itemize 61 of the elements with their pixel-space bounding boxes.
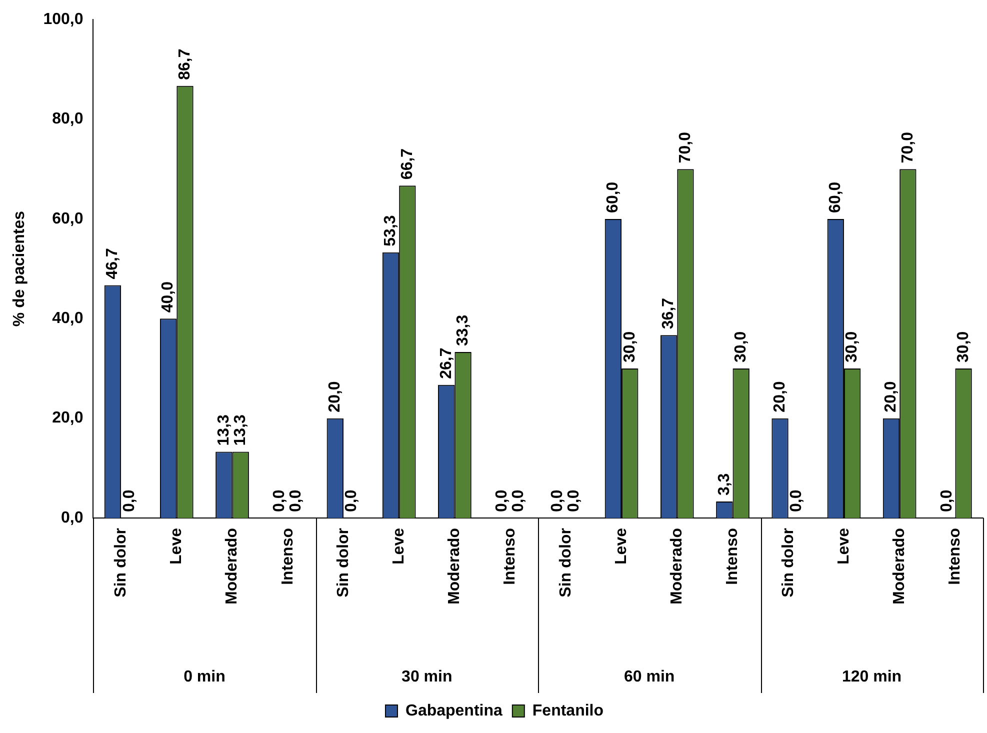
data-label: 26,7 [438, 348, 455, 379]
data-label: 70,0 [676, 132, 694, 164]
x-tick-label: Intenso [279, 528, 296, 585]
y-tick-label: 60,0 [52, 210, 84, 228]
data-label: 40,0 [160, 281, 177, 313]
data-label: 0,0 [548, 490, 566, 512]
text: 120 min [842, 668, 902, 686]
text: 30 min [402, 668, 452, 686]
x-tick-label: Intenso [724, 528, 742, 585]
data-label: 13,3 [232, 414, 250, 446]
data-label: 0,0 [270, 490, 288, 512]
x-tick-label: Leve [390, 528, 408, 564]
data-label: 30,0 [621, 331, 638, 362]
y-tick-label: 100,0 [43, 11, 84, 28]
data-label: 0,0 [343, 490, 360, 512]
text: 0 min [184, 668, 226, 686]
data-label: 53,3 [382, 215, 400, 246]
data-label: 3,3 [716, 473, 733, 496]
data-label: 20,0 [326, 381, 344, 412]
data-label: 0,0 [938, 490, 956, 512]
data-label: 30,0 [732, 331, 750, 362]
x-tick-label: Leve [835, 528, 852, 564]
data-label: 0,0 [510, 490, 528, 512]
x-tick-label: Leve [612, 528, 630, 564]
data-label: 30,0 [954, 331, 972, 362]
x-tick-label: Moderado [224, 528, 241, 604]
y-tick-label: 40,0 [52, 310, 84, 328]
x-tick-label: Sin dolor [112, 528, 130, 598]
data-label: 0,0 [566, 490, 583, 512]
data-label: 0,0 [288, 490, 305, 512]
y-tick-label: 80,0 [52, 110, 84, 128]
data-label: 0,0 [493, 490, 510, 512]
data-label: 0,0 [120, 490, 138, 512]
x-tick-label: Intenso [946, 528, 964, 585]
text: 60 min [624, 668, 675, 686]
x-tick-label: Sin dolor [780, 528, 797, 598]
data-label: 60,0 [604, 182, 622, 213]
x-tick-label: Sin dolor [334, 528, 352, 598]
y-tick-label: 0,0 [60, 509, 84, 526]
x-tick-label: Intenso [502, 528, 519, 585]
x-tick-label: Leve [168, 528, 186, 564]
data-label: 86,7 [176, 48, 194, 80]
y-axis-title: % de pacientes [11, 210, 28, 327]
data-label: 66,7 [398, 148, 416, 180]
data-label: 20,0 [771, 381, 788, 412]
data-label: 33,3 [454, 314, 472, 346]
data-label: 13,3 [215, 414, 232, 446]
x-tick-label: Moderado [446, 528, 464, 604]
data-label: 46,7 [104, 248, 122, 280]
data-label: 30,0 [844, 331, 861, 362]
x-tick-label: Sin dolor [557, 528, 574, 598]
data-label: 60,0 [827, 182, 844, 213]
data-label: 20,0 [882, 381, 900, 412]
x-tick-label: Moderado [890, 528, 908, 604]
legend-label: Fentanilo [532, 702, 604, 720]
data-label: 0,0 [788, 490, 806, 512]
y-tick-label: 20,0 [52, 410, 84, 427]
data-label: 36,7 [660, 298, 678, 330]
legend-label: Gabapentina [405, 702, 502, 720]
data-label: 70,0 [899, 132, 916, 164]
x-tick-label: Moderado [668, 528, 686, 604]
